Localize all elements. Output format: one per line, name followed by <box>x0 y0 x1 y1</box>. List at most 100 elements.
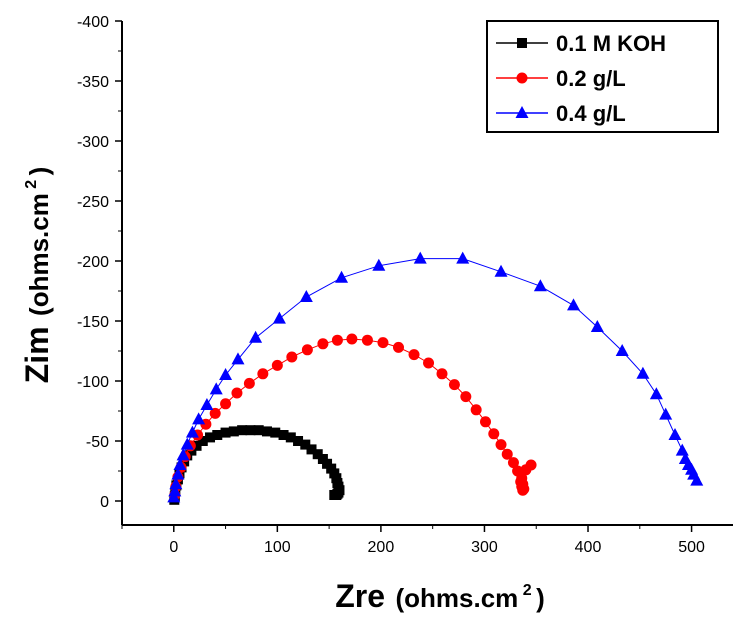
data-point <box>413 251 427 264</box>
data-point <box>299 290 313 302</box>
y-axis-title-main: Zim <box>19 326 55 383</box>
data-point <box>659 407 673 420</box>
data-point <box>169 477 183 490</box>
data-point <box>479 416 491 428</box>
data-point <box>615 344 629 356</box>
x-tick-label: 200 <box>368 539 395 556</box>
data-point <box>312 449 323 460</box>
ticks-layer: 0 100 200 300 400 500 0 -50 -100 -150 -200 -250 -300… <box>77 14 705 556</box>
data-point <box>237 425 248 436</box>
x-axis-title: Zre (ohms.cm 2 ) <box>335 578 545 614</box>
x-axis-title-superscript: 2 <box>523 582 532 599</box>
y-tick-label: -300 <box>77 134 109 151</box>
data-point <box>200 398 214 410</box>
y-axis-title-close: ) <box>24 167 54 176</box>
data-point <box>278 430 289 440</box>
data-point <box>436 368 448 380</box>
series-line <box>174 338 532 496</box>
series-layer <box>167 251 704 505</box>
data-point <box>423 357 435 369</box>
data-point <box>335 270 349 283</box>
data-point <box>377 337 389 349</box>
y-tick-label: -400 <box>77 14 109 31</box>
data-point <box>220 398 232 410</box>
y-tick-label: -150 <box>77 314 109 331</box>
x-axis-title-main: Zre <box>335 578 385 614</box>
data-point <box>488 428 500 440</box>
data-point <box>205 432 216 443</box>
data-point <box>209 407 221 419</box>
data-point <box>285 432 296 443</box>
data-point <box>220 427 231 438</box>
y-axis-title: Zim (ohms.cm 2 ) <box>19 167 55 384</box>
data-point <box>448 379 460 391</box>
data-point <box>501 448 513 460</box>
data-point <box>460 391 472 403</box>
data-point <box>408 349 420 361</box>
legend-label: 0.1 M KOH <box>556 31 666 56</box>
data-point <box>257 368 269 380</box>
data-point <box>243 377 255 389</box>
data-point <box>649 387 663 400</box>
data-point <box>228 426 239 437</box>
data-point <box>636 366 650 379</box>
y-tick-label: -350 <box>77 74 109 91</box>
legend-item: 0.4 g/L <box>496 101 626 126</box>
data-point <box>470 404 482 416</box>
data-point <box>219 368 233 380</box>
data-point <box>393 341 405 353</box>
x-axis-title-close: ) <box>536 583 545 613</box>
legend-marker <box>516 72 528 84</box>
data-point <box>495 439 507 451</box>
x-tick-label: 300 <box>471 539 498 556</box>
legend-marker <box>515 106 529 118</box>
data-point <box>300 439 311 450</box>
series-3 <box>167 251 704 503</box>
data-point <box>372 258 386 271</box>
data-point <box>301 344 313 356</box>
x-tick-label: 400 <box>575 539 602 556</box>
data-point <box>361 334 373 346</box>
data-point <box>690 473 704 486</box>
data-point <box>675 443 689 456</box>
data-point <box>525 459 537 471</box>
data-point <box>212 430 223 440</box>
legend-item: 0.2 g/L <box>496 66 626 91</box>
x-axis-title-unit: (ohms.cm <box>395 583 518 613</box>
data-point <box>231 352 245 365</box>
data-point <box>192 412 206 425</box>
data-point <box>191 440 202 451</box>
legend-label: 0.2 g/L <box>556 66 626 91</box>
data-point <box>306 444 317 455</box>
data-point <box>180 437 194 450</box>
data-point <box>507 457 519 469</box>
data-point <box>317 338 329 350</box>
data-point <box>270 427 281 438</box>
data-point <box>209 382 223 395</box>
y-tick-label: -200 <box>77 254 109 271</box>
y-axis-title-superscript: 2 <box>23 180 40 189</box>
data-point <box>567 298 581 311</box>
legend-label: 0.4 g/L <box>556 101 626 126</box>
data-point <box>331 334 343 346</box>
data-point <box>533 279 547 292</box>
data-point <box>515 476 527 488</box>
data-point <box>293 436 304 446</box>
data-point <box>249 330 263 343</box>
data-point <box>173 458 187 470</box>
series-2 <box>169 333 537 501</box>
data-point <box>590 320 604 332</box>
y-tick-label: 0 <box>100 494 109 511</box>
data-point <box>245 425 256 436</box>
y-tick-label: -50 <box>86 434 109 451</box>
data-point <box>185 425 199 438</box>
data-point <box>272 311 286 324</box>
legend-item: 0.1 M KOH <box>496 31 666 56</box>
data-point <box>168 484 182 497</box>
x-tick-label: 0 <box>169 539 178 556</box>
legend: 0.1 M KOH 0.2 g/L 0.4 g/L <box>486 20 719 133</box>
data-point <box>261 426 272 437</box>
data-point <box>176 448 190 461</box>
data-point <box>197 436 208 446</box>
